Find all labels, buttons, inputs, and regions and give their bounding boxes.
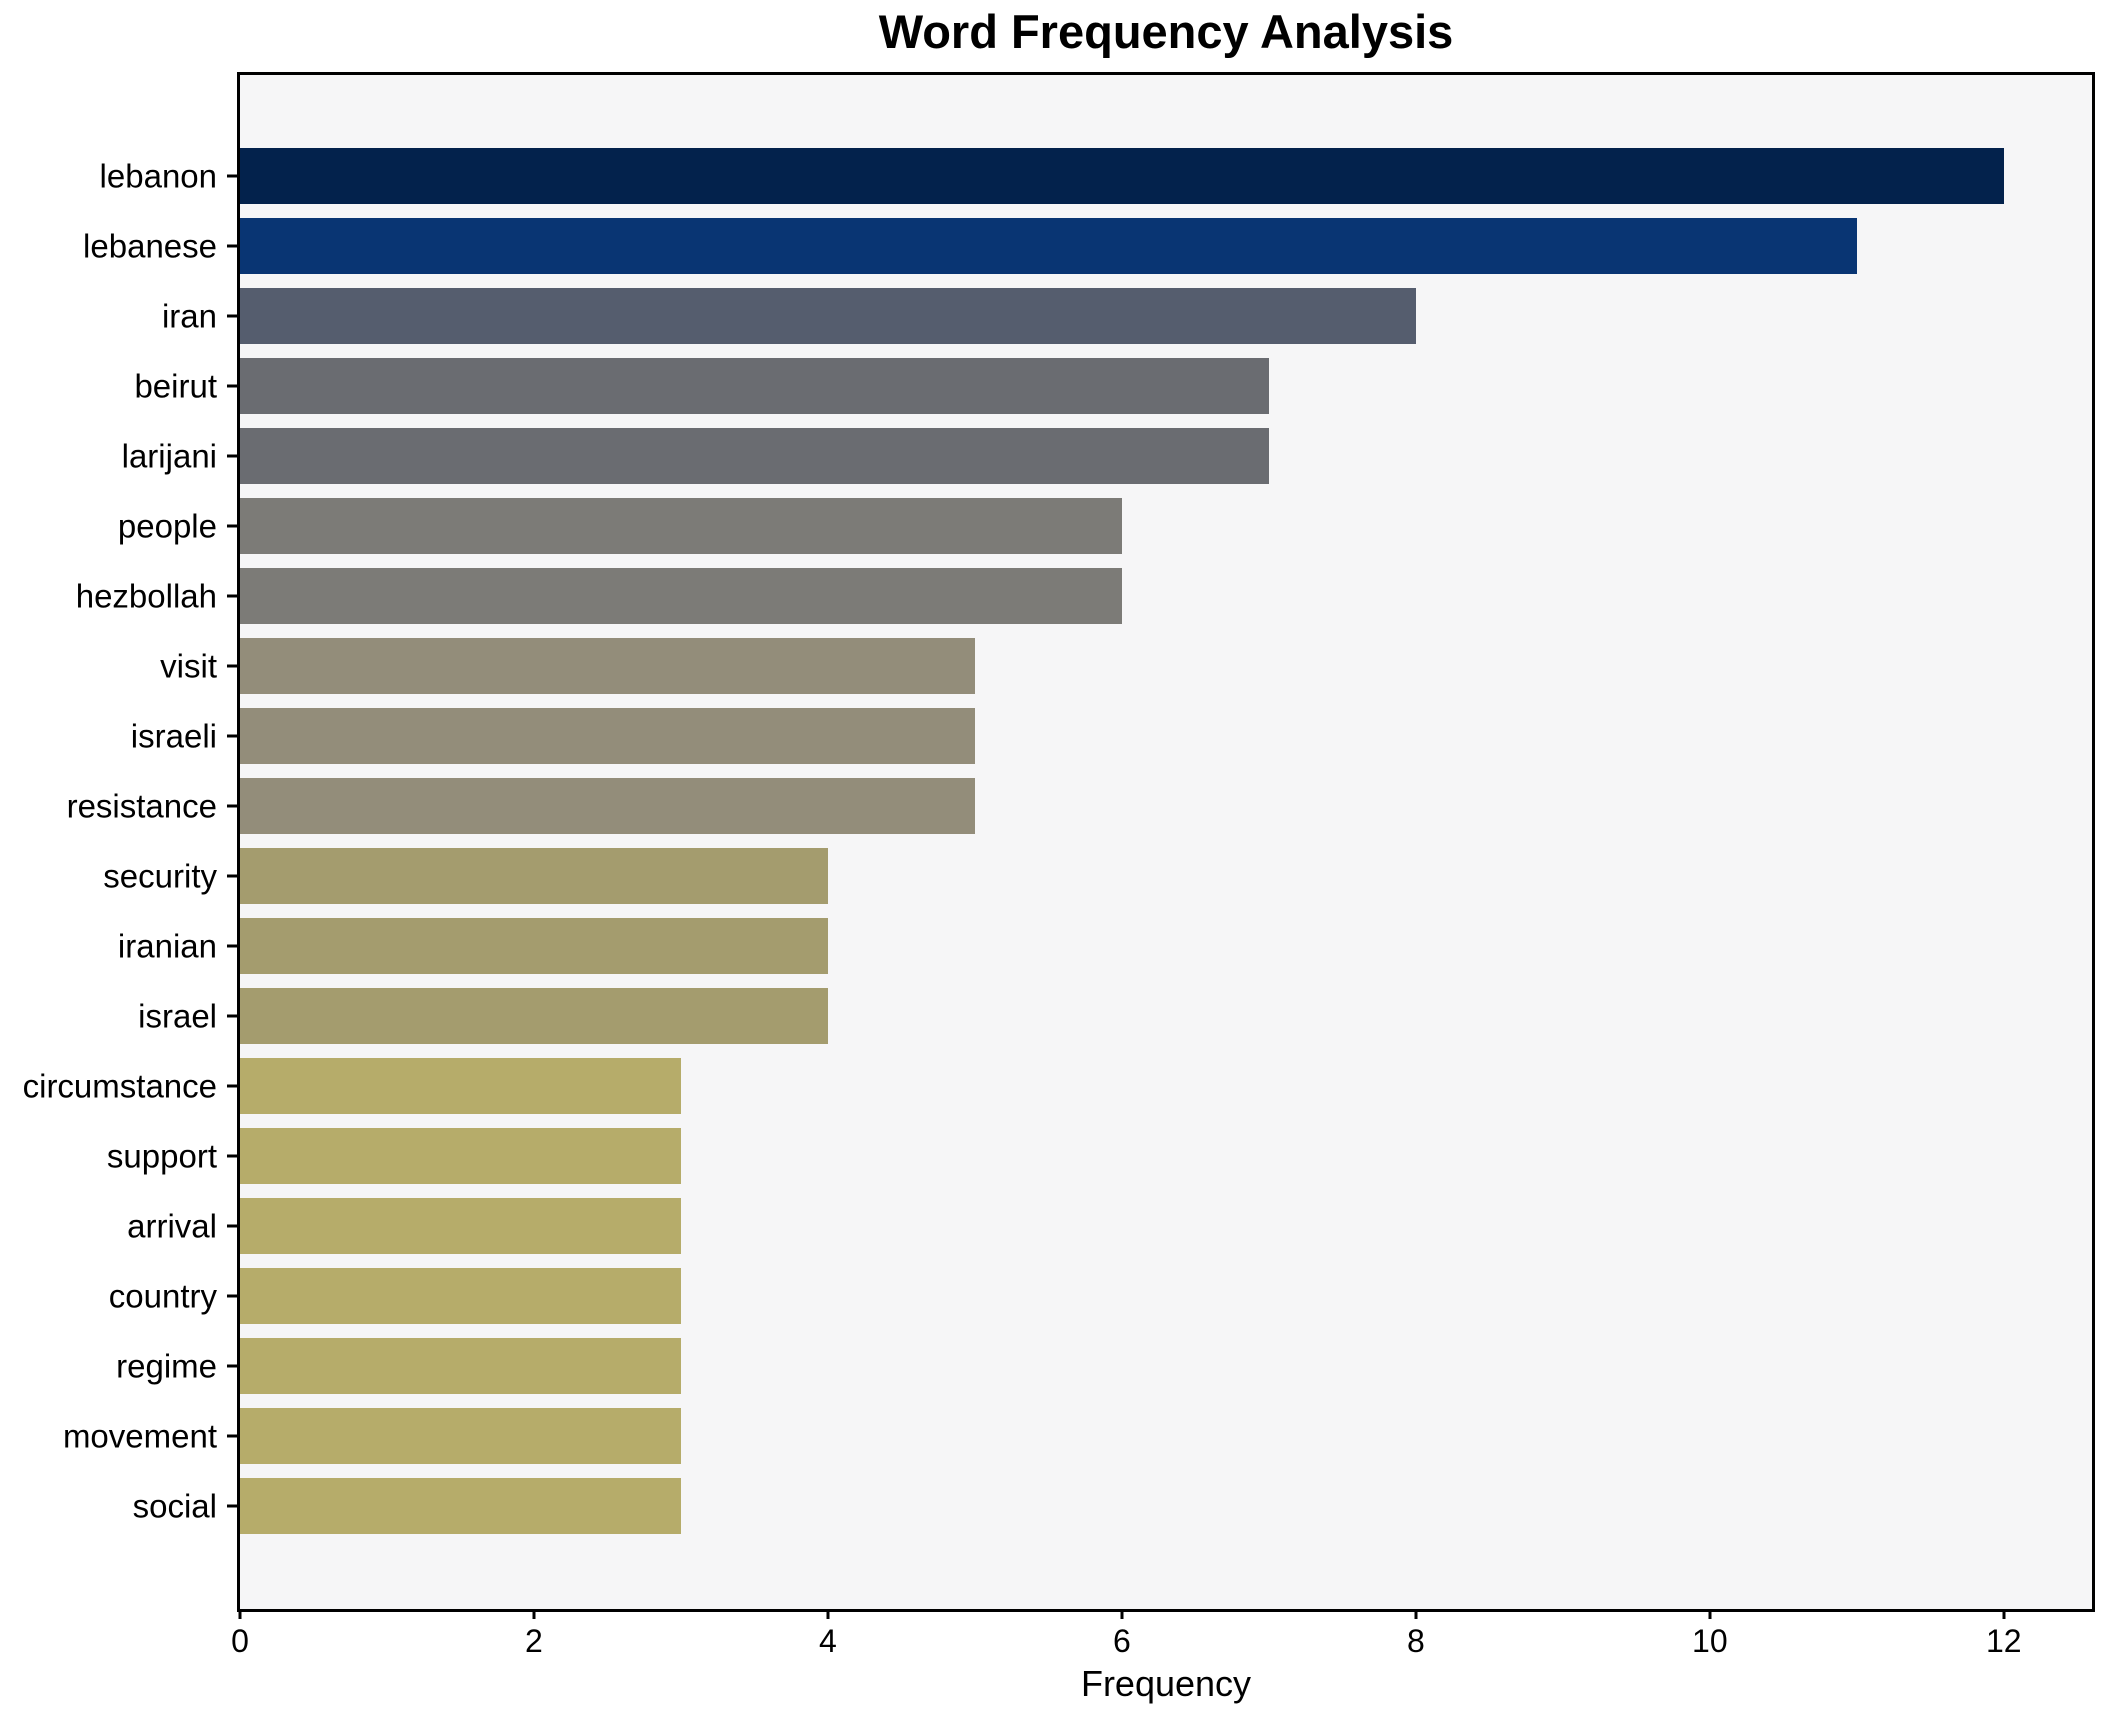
bar-row: iran — [162, 281, 2092, 351]
bar-iran[interactable] — [240, 288, 1416, 344]
bar-lebanese[interactable] — [240, 218, 1857, 274]
bar-people[interactable] — [240, 498, 1122, 554]
x-axis-tick — [238, 1609, 242, 1619]
category-label: security — [103, 857, 217, 895]
plot-area: lebanon lebanese iran beirut larijani people h… — [23, 72, 2095, 1659]
x-axis-tick — [1120, 1609, 1124, 1619]
x-tick-label: 8 — [1406, 1623, 1425, 1659]
category-label: visit — [160, 647, 217, 685]
x-tick-label: 2 — [525, 1623, 543, 1659]
bar-row: regime — [116, 1331, 2092, 1401]
y-axis-tick — [227, 1294, 237, 1298]
x-tick-label: 6 — [1112, 1623, 1131, 1659]
category-label: iran — [161, 297, 217, 335]
x-axis-tick — [826, 1609, 830, 1619]
bar-support[interactable] — [240, 1128, 681, 1184]
y-axis-tick — [227, 664, 237, 668]
bar-row: support — [107, 1121, 2092, 1191]
bar-row: lebanese — [83, 211, 2092, 281]
bar-row: country — [109, 1261, 2092, 1331]
y-axis-tick — [227, 174, 237, 178]
bar-beirut[interactable] — [240, 358, 1269, 414]
y-axis-tick — [227, 874, 237, 878]
y-axis-tick — [227, 314, 237, 318]
bar-lebanon[interactable] — [240, 148, 2004, 204]
bar-row: israel — [138, 981, 2092, 1051]
category-label: hezbollah — [75, 577, 217, 615]
x-axis-tick — [2002, 1609, 2006, 1619]
category-label: movement — [62, 1417, 217, 1455]
y-axis-tick — [227, 1084, 237, 1088]
y-axis-tick — [227, 1434, 237, 1438]
y-axis-tick — [227, 804, 237, 808]
bars-container: lebanon lebanese iran beirut larijani people h… — [23, 141, 2092, 1541]
y-axis-tick — [227, 1364, 237, 1368]
bar-row: visit — [160, 631, 2092, 701]
bar-row: iranian — [118, 911, 2092, 981]
bar-movement[interactable] — [240, 1408, 681, 1464]
bar-row: beirut — [134, 351, 2092, 421]
category-label: regime — [116, 1347, 217, 1385]
bar-arrival[interactable] — [240, 1198, 681, 1254]
category-label: people — [117, 507, 217, 545]
category-label: iranian — [117, 927, 217, 965]
bar-row: people — [118, 491, 2092, 561]
x-tick-label: 12 — [1986, 1623, 2022, 1659]
chart-title: Word Frequency Analysis — [878, 5, 1454, 58]
y-axis-tick — [227, 1154, 237, 1158]
category-label: country — [108, 1277, 217, 1315]
bar-hezbollah[interactable] — [240, 568, 1122, 624]
bar-resistance[interactable] — [240, 778, 975, 834]
category-label: circumstance — [22, 1067, 217, 1105]
y-axis-tick — [227, 454, 237, 458]
bar-row: security — [103, 841, 2092, 911]
bar-larijani[interactable] — [240, 428, 1269, 484]
y-axis-tick — [227, 384, 237, 388]
x-tick-label: 4 — [819, 1623, 837, 1659]
x-axis-tick — [1708, 1609, 1712, 1619]
category-label: israeli — [130, 717, 217, 755]
x-axis-tick — [532, 1609, 536, 1619]
bar-row: larijani — [122, 421, 2092, 491]
bar-row: lebanon — [100, 141, 2092, 211]
y-axis-tick — [227, 944, 237, 948]
bar-row: hezbollah — [76, 561, 2092, 631]
bar-israeli[interactable] — [240, 708, 975, 764]
x-tick-label: 0 — [231, 1623, 249, 1659]
bar-social[interactable] — [240, 1478, 681, 1534]
category-label: social — [132, 1487, 217, 1525]
y-axis-tick — [227, 734, 237, 738]
category-label: support — [106, 1137, 217, 1175]
bar-row: social — [133, 1471, 2092, 1541]
bar-circumstance[interactable] — [240, 1058, 681, 1114]
y-axis-tick — [227, 524, 237, 528]
y-axis-tick — [227, 244, 237, 248]
x-axis-title: Frequency — [1080, 1663, 1252, 1704]
x-axis-tick — [1414, 1609, 1418, 1619]
bar-row: resistance — [67, 771, 2092, 841]
category-label: beirut — [134, 367, 217, 405]
bar-regime[interactable] — [240, 1338, 681, 1394]
bar-row: arrival — [127, 1191, 2092, 1261]
bar-iranian[interactable] — [240, 918, 828, 974]
bar-israel[interactable] — [240, 988, 828, 1044]
y-axis-tick — [227, 1014, 237, 1018]
bar-security[interactable] — [240, 848, 828, 904]
bar-visit[interactable] — [240, 638, 975, 694]
bar-row: circumstance — [23, 1051, 2092, 1121]
category-label: larijani — [121, 437, 217, 475]
y-axis-tick — [227, 594, 237, 598]
category-label: resistance — [66, 787, 217, 825]
category-label: arrival — [127, 1207, 217, 1245]
category-label: lebanese — [83, 227, 217, 265]
y-axis-tick — [227, 1224, 237, 1228]
bar-row: movement — [63, 1401, 2092, 1471]
x-tick-label: 10 — [1692, 1623, 1728, 1659]
bar-row: israeli — [131, 701, 2092, 771]
bar-country[interactable] — [240, 1268, 681, 1324]
y-axis-tick — [227, 1504, 237, 1508]
category-label: israel — [138, 997, 217, 1035]
category-label: lebanon — [99, 157, 217, 195]
